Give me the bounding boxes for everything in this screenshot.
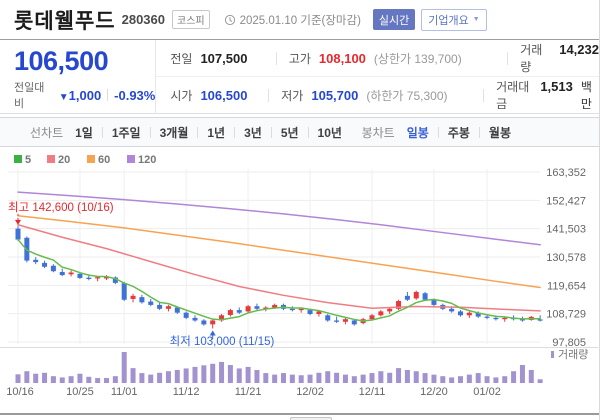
- trade-value-label: 거래대금: [496, 80, 530, 111]
- toolbar-item-월봉[interactable]: 월봉: [488, 125, 511, 140]
- trade-value-unit: 백만: [580, 80, 592, 111]
- down-triangle-icon: ▼: [58, 91, 69, 103]
- header: 롯데웰푸드 280360 코스피 2025.01.10 기준(장마감) 실시간 …: [0, 0, 599, 40]
- candlestick-chart: 163,352 152,427 141,503 130,578 119,654 108,7…: [0, 147, 599, 415]
- ohlc-summary-table: 전일 107,500 고가 108,100 (상한가 139,700) 거래량 …: [156, 40, 599, 113]
- stock-code: 280360: [121, 12, 165, 27]
- company-overview-label: 기업개요: [428, 14, 469, 27]
- candle-chart-label: 봉차트: [361, 125, 395, 140]
- svg-text:20: 20: [58, 154, 70, 166]
- price-change-line: 전일대비 ▼1,000 -0.93%: [14, 79, 155, 111]
- divider: [483, 88, 485, 102]
- trade-value: 1,513: [540, 79, 573, 94]
- quote-datetime-text: 2025.01.10 기준(장마감): [239, 14, 361, 27]
- volume-value: 14,232: [559, 42, 599, 57]
- svg-text:11/12: 11/12: [173, 386, 200, 398]
- svg-text:130,578: 130,578: [546, 252, 586, 264]
- svg-text:최고 142,600 (10/16): 최고 142,600 (10/16): [8, 201, 114, 214]
- svg-text:11/01: 11/01: [111, 386, 138, 398]
- svg-text:152,427: 152,427: [546, 195, 586, 207]
- stock-name: 롯데웰푸드: [14, 9, 116, 33]
- svg-text:120: 120: [138, 154, 156, 166]
- svg-text:119,654: 119,654: [547, 280, 586, 292]
- divider: [507, 51, 509, 65]
- toolbar-item-1주일[interactable]: 1주일: [111, 125, 141, 140]
- volume-label: 거래량: [520, 43, 543, 74]
- high-value: 108,100: [318, 50, 366, 66]
- divider: [270, 126, 272, 138]
- toolbar-item-1일[interactable]: 1일: [75, 125, 93, 140]
- svg-text:108,729: 108,729: [546, 309, 586, 321]
- svg-text:97,805: 97,805: [552, 337, 586, 349]
- chart-canvas: 163,352 152,427 141,503 130,578 119,654 108,7…: [0, 154, 598, 398]
- toolbar-item-3년[interactable]: 3년: [244, 125, 262, 140]
- toolbar-item-1년[interactable]: 1년: [207, 125, 226, 140]
- open-label: 시가: [170, 88, 193, 103]
- svg-text:5: 5: [25, 154, 31, 166]
- current-price-block: 106,500 전일대비 ▼1,000 -0.93%: [0, 40, 157, 113]
- line-chart-label: 선차트: [30, 125, 64, 140]
- high-label: 고가: [288, 51, 311, 66]
- divider: [307, 126, 309, 138]
- change-value: ▼1,000: [58, 87, 102, 103]
- low-value: 105,700: [311, 87, 359, 103]
- realtime-badge[interactable]: 실시간: [372, 9, 416, 30]
- line-chart-group: 선차트 1일 1주일 3개월 1년 3년 5년 10년: [30, 124, 342, 141]
- open-value: 106,500: [200, 87, 248, 103]
- ma-legend: [14, 155, 135, 163]
- table-row: 시가 106,500 저가 105,700 (하한가 75,300) 거래대금 …: [156, 76, 599, 113]
- candles: [15, 225, 543, 329]
- prev-close-value: 107,500: [200, 50, 248, 66]
- divider: [197, 126, 199, 138]
- current-price: 106,500: [14, 46, 109, 76]
- divider: [268, 88, 270, 102]
- divider: [149, 126, 151, 138]
- company-overview-button[interactable]: 기업개요 ▼: [421, 8, 487, 31]
- chevron-down-icon: ▼: [472, 16, 480, 23]
- candle-chart-group: 봉차트 일봉 주봉 월봉: [362, 124, 511, 141]
- change-percent: -0.93%: [114, 87, 156, 103]
- svg-text:10/16: 10/16: [6, 386, 34, 398]
- volume-bars: [15, 352, 543, 383]
- svg-text:12/02: 12/02: [296, 386, 324, 398]
- toolbar-item-일봉[interactable]: 일봉: [406, 125, 429, 140]
- divider: [107, 89, 109, 101]
- clock-icon: [224, 14, 235, 25]
- low-label: 저가: [281, 88, 304, 103]
- market-badge: 코스피: [172, 10, 210, 29]
- svg-text:11/21: 11/21: [235, 386, 262, 398]
- change-label: 전일대비: [14, 82, 45, 110]
- svg-text:12/20: 12/20: [420, 386, 448, 398]
- svg-text:60: 60: [98, 154, 110, 166]
- upper-limit-note: (상한가 139,700): [373, 51, 462, 66]
- divider: [437, 126, 439, 138]
- svg-text:141,503: 141,503: [546, 224, 586, 236]
- svg-text:163,352: 163,352: [546, 167, 586, 179]
- price-summary-section: 106,500 전일대비 ▼1,000 -0.93% 전일 107,500 고가…: [0, 40, 599, 114]
- svg-text:10/25: 10/25: [66, 386, 94, 398]
- svg-text:01/02: 01/02: [473, 386, 501, 398]
- prev-close-label: 전일: [170, 51, 193, 66]
- chart-resize-handle[interactable]: [290, 417, 332, 420]
- divider: [275, 51, 277, 65]
- svg-text:최저 103,000 (11/15): 최저 103,000 (11/15): [170, 335, 275, 348]
- toolbar-item-5년[interactable]: 5년: [280, 125, 299, 140]
- divider: [101, 126, 103, 138]
- toolbar-item-3개월[interactable]: 3개월: [159, 125, 189, 140]
- svg-text:12/11: 12/11: [359, 386, 386, 398]
- divider: [478, 126, 480, 138]
- toolbar-item-주봉[interactable]: 주봉: [447, 125, 470, 140]
- table-row: 전일 107,500 고가 108,100 (상한가 139,700) 거래량 …: [156, 40, 599, 76]
- grid-layer: [8, 169, 540, 344]
- toolbar-item-10년[interactable]: 10년: [317, 125, 342, 140]
- svg-text:거래량: 거래량: [558, 348, 588, 361]
- divider: [234, 126, 236, 138]
- quote-datetime: 2025.01.10 기준(장마감): [224, 12, 361, 28]
- lower-limit-note: (하한가 75,300): [366, 88, 448, 103]
- chart-period-toolbar: 선차트 1일 1주일 3개월 1년 3년 5년 10년 봉차트 일봉 주봉 월봉: [0, 117, 599, 147]
